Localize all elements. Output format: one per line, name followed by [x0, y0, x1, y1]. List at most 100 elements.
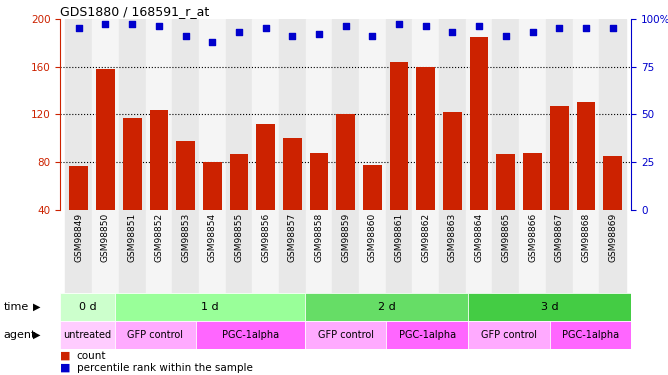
Text: untreated: untreated	[63, 330, 112, 340]
Point	[341, 23, 351, 29]
Text: agent: agent	[3, 330, 35, 340]
Bar	[550, 106, 568, 258]
Point	[287, 33, 298, 39]
Text: GSM98861: GSM98861	[395, 213, 403, 262]
Bar	[496, 154, 515, 258]
Point	[180, 33, 191, 39]
Point	[367, 33, 377, 39]
Text: GSM98868: GSM98868	[581, 213, 591, 262]
Bar	[65, 210, 92, 292]
Text: 3 d: 3 d	[541, 302, 558, 312]
Bar	[603, 156, 622, 258]
Text: PGC-1alpha: PGC-1alpha	[562, 330, 619, 340]
Bar	[359, 19, 385, 210]
Text: GSM98869: GSM98869	[608, 213, 617, 262]
Bar	[333, 19, 359, 210]
Text: GSM98851: GSM98851	[128, 213, 137, 262]
Bar	[114, 292, 305, 321]
Bar	[443, 112, 462, 258]
Bar	[470, 37, 488, 258]
Point	[234, 29, 244, 35]
Bar	[283, 138, 302, 258]
Bar	[172, 210, 199, 292]
Point	[607, 26, 618, 32]
Bar	[546, 19, 572, 210]
Text: GFP control: GFP control	[318, 330, 373, 340]
Bar	[196, 321, 305, 349]
Bar	[468, 292, 631, 321]
Bar	[60, 292, 114, 321]
Bar	[199, 210, 226, 292]
Point	[527, 29, 538, 35]
Bar	[439, 210, 466, 292]
Bar	[203, 162, 222, 258]
Bar	[466, 210, 492, 292]
Bar	[389, 62, 408, 258]
Bar	[230, 154, 248, 258]
Text: count: count	[77, 351, 106, 361]
Bar	[253, 19, 279, 210]
Text: ▶: ▶	[33, 330, 41, 340]
Text: GSM98857: GSM98857	[288, 213, 297, 262]
Text: GSM98863: GSM98863	[448, 213, 457, 262]
Text: GSM98867: GSM98867	[554, 213, 564, 262]
Point	[207, 39, 218, 45]
Bar	[253, 210, 279, 292]
Point	[447, 29, 458, 35]
Bar	[599, 210, 626, 292]
Bar	[172, 19, 199, 210]
Bar	[226, 19, 253, 210]
Text: GSM98852: GSM98852	[154, 213, 164, 262]
Bar	[572, 210, 599, 292]
Bar	[92, 19, 119, 210]
Bar	[387, 321, 468, 349]
Bar	[385, 210, 412, 292]
Bar	[92, 210, 119, 292]
Point	[154, 23, 164, 29]
Text: time: time	[3, 302, 29, 312]
Text: 0 d: 0 d	[79, 302, 96, 312]
Text: GDS1880 / 168591_r_at: GDS1880 / 168591_r_at	[60, 4, 209, 18]
Text: ■: ■	[60, 351, 74, 361]
Text: ▶: ▶	[33, 302, 41, 312]
Bar	[416, 67, 435, 258]
Bar	[492, 210, 519, 292]
Point	[500, 33, 511, 39]
Text: 2 d: 2 d	[377, 302, 395, 312]
Bar	[385, 19, 412, 210]
Bar	[119, 210, 146, 292]
Bar	[359, 210, 385, 292]
Bar	[257, 124, 275, 258]
Bar	[146, 19, 172, 210]
Bar	[337, 114, 355, 258]
Text: GSM98854: GSM98854	[208, 213, 216, 262]
Point	[393, 21, 404, 27]
Text: GSM98862: GSM98862	[422, 213, 430, 262]
Text: GSM98855: GSM98855	[234, 213, 243, 262]
Point	[554, 26, 564, 32]
Bar	[69, 166, 88, 258]
Point	[73, 26, 84, 32]
Bar	[363, 165, 381, 258]
Text: GSM98856: GSM98856	[261, 213, 270, 262]
Text: 1 d: 1 d	[201, 302, 218, 312]
Bar	[146, 210, 172, 292]
Text: GSM98859: GSM98859	[341, 213, 350, 262]
Bar	[306, 19, 333, 210]
Point	[100, 21, 111, 27]
Bar	[468, 321, 550, 349]
Bar	[519, 19, 546, 210]
Bar	[523, 153, 542, 258]
Text: GSM98853: GSM98853	[181, 213, 190, 262]
Bar	[439, 19, 466, 210]
Bar	[519, 210, 546, 292]
Bar	[305, 321, 387, 349]
Bar	[279, 19, 306, 210]
Bar	[305, 292, 468, 321]
Bar	[412, 19, 439, 210]
Bar	[60, 321, 114, 349]
Text: PGC-1alpha: PGC-1alpha	[222, 330, 279, 340]
Bar	[150, 110, 168, 258]
Text: GSM98850: GSM98850	[101, 213, 110, 262]
Bar	[199, 19, 226, 210]
